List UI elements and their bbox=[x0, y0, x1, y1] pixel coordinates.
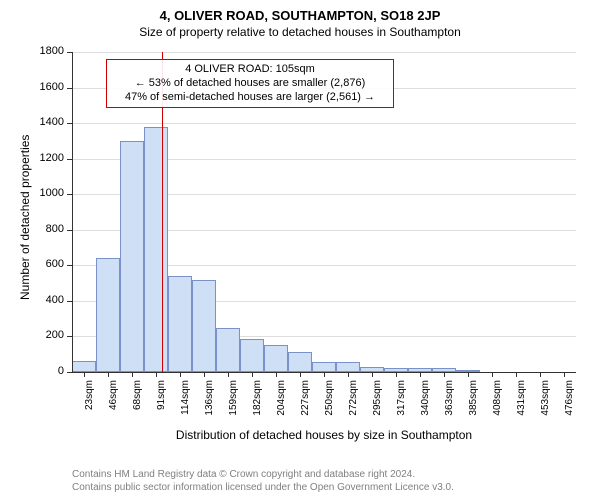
x-tick-label: 182sqm bbox=[252, 380, 263, 430]
x-tick-label: 227sqm bbox=[300, 380, 311, 430]
y-tick-label: 1400 bbox=[28, 116, 64, 128]
x-tick-label: 385sqm bbox=[468, 380, 479, 430]
x-tick-label: 295sqm bbox=[372, 380, 383, 430]
x-tick-label: 136sqm bbox=[204, 380, 215, 430]
x-tick-label: 23sqm bbox=[84, 380, 95, 430]
y-axis-line bbox=[72, 52, 73, 372]
annotation-line3: 47% of semi-detached houses are larger (… bbox=[113, 91, 387, 105]
y-tick-label: 0 bbox=[28, 365, 64, 377]
chart-container: { "title": "4, OLIVER ROAD, SOUTHAMPTON,… bbox=[0, 0, 600, 500]
x-axis-label: Distribution of detached houses by size … bbox=[72, 428, 576, 442]
x-tick-label: 408sqm bbox=[492, 380, 503, 430]
x-tick-label: 340sqm bbox=[420, 380, 431, 430]
x-tick-label: 476sqm bbox=[564, 380, 575, 430]
credits-line2: Contains public sector information licen… bbox=[72, 482, 454, 495]
x-axis-line bbox=[72, 372, 576, 373]
bar bbox=[216, 328, 240, 372]
x-tick-label: 317sqm bbox=[396, 380, 407, 430]
chart-subtitle: Size of property relative to detached ho… bbox=[0, 23, 600, 39]
annotation-line1: 4 OLIVER ROAD: 105sqm bbox=[113, 63, 387, 77]
bar bbox=[240, 339, 264, 372]
grid-line bbox=[72, 52, 576, 53]
y-tick-label: 1600 bbox=[28, 81, 64, 93]
y-tick-label: 1800 bbox=[28, 45, 64, 57]
bar bbox=[312, 362, 336, 372]
x-tick-label: 114sqm bbox=[180, 380, 191, 430]
x-tick-label: 250sqm bbox=[324, 380, 335, 430]
annotation-box: 4 OLIVER ROAD: 105sqm ← 53% of detached … bbox=[106, 59, 394, 108]
y-tick-label: 1200 bbox=[28, 152, 64, 164]
bar bbox=[96, 258, 120, 372]
credits-line1: Contains HM Land Registry data © Crown c… bbox=[72, 469, 454, 482]
x-tick-label: 272sqm bbox=[348, 380, 359, 430]
x-tick-label: 68sqm bbox=[132, 380, 143, 430]
annotation-line2: ← 53% of detached houses are smaller (2,… bbox=[113, 77, 387, 91]
y-tick-label: 400 bbox=[28, 294, 64, 306]
grid-line bbox=[72, 123, 576, 124]
bar bbox=[168, 276, 192, 372]
bar bbox=[264, 345, 288, 372]
chart-title: 4, OLIVER ROAD, SOUTHAMPTON, SO18 2JP bbox=[0, 0, 600, 23]
x-tick-label: 431sqm bbox=[516, 380, 527, 430]
x-tick-label: 91sqm bbox=[156, 380, 167, 430]
x-tick-label: 46sqm bbox=[108, 380, 119, 430]
y-tick-label: 600 bbox=[28, 258, 64, 270]
y-tick-label: 800 bbox=[28, 223, 64, 235]
y-tick-label: 1000 bbox=[28, 187, 64, 199]
bar bbox=[288, 352, 312, 372]
bar bbox=[144, 127, 168, 372]
x-tick-label: 453sqm bbox=[540, 380, 551, 430]
x-tick-label: 159sqm bbox=[228, 380, 239, 430]
credits: Contains HM Land Registry data © Crown c… bbox=[72, 469, 454, 494]
bar bbox=[72, 361, 96, 372]
x-tick-label: 204sqm bbox=[276, 380, 287, 430]
bar bbox=[336, 362, 360, 372]
bar bbox=[192, 280, 216, 372]
bar bbox=[120, 141, 144, 372]
x-tick-label: 363sqm bbox=[444, 380, 455, 430]
y-tick-label: 200 bbox=[28, 329, 64, 341]
